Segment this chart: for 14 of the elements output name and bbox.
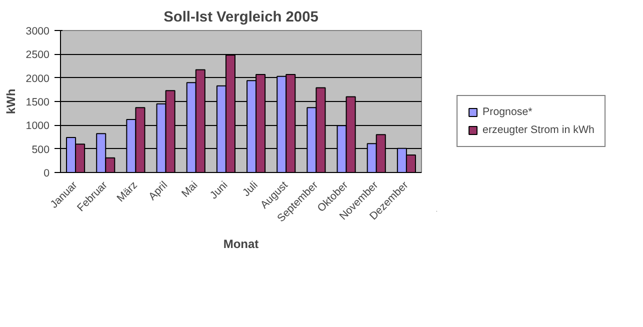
y-axis-title: kWh xyxy=(4,88,18,114)
y-tick-label: 2000 xyxy=(26,72,50,85)
y-tick-label: 1500 xyxy=(26,96,50,108)
y-tick-label: 0 xyxy=(44,168,50,180)
legend-label: erzeugter Strom in kWh xyxy=(482,124,594,136)
x-axis-title: Monat xyxy=(223,236,259,251)
y-tick-label: 500 xyxy=(32,144,50,156)
x-tick-label: Mai xyxy=(179,179,200,200)
y-tick-label: 1000 xyxy=(26,120,50,132)
chart-title: Soll-Ist Vergleich 2005 xyxy=(164,10,318,26)
legend-label: Prognose* xyxy=(482,106,532,118)
y-tick-label: 3000 xyxy=(26,26,50,38)
x-tick-label: Juli xyxy=(240,179,260,200)
y-tick-label: 2500 xyxy=(26,49,50,62)
